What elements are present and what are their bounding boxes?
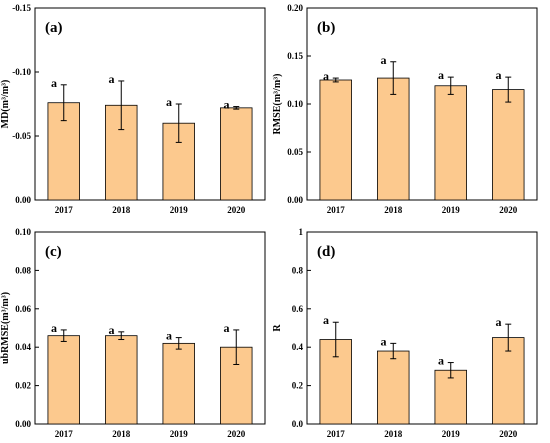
y-tick-label-d: 0.8	[292, 265, 304, 275]
y-axis-label-d: R	[272, 324, 283, 332]
bar-b-2019	[434, 85, 467, 201]
x-tick-label-b: 2017	[327, 205, 346, 215]
significance-label-b-2020: a	[495, 68, 501, 82]
y-axis-label-c: ubRMSE(m³/m³)	[0, 292, 11, 364]
x-tick-label-c: 2019	[170, 429, 189, 439]
significance-label-d-2017: a	[323, 313, 329, 327]
x-tick-label-b: 2019	[442, 205, 461, 215]
y-tick-label-c: 0.10	[15, 227, 31, 237]
panel-label-c: (c)	[45, 244, 62, 260]
x-tick-label-d: 2018	[384, 429, 403, 439]
significance-label-d-2018: a	[380, 334, 386, 348]
x-tick-label-c: 2018	[112, 429, 131, 439]
plot-frame-a	[34, 7, 266, 201]
y-tick-label-a: -0.15	[12, 3, 31, 13]
y-tick-label-d: 1	[299, 227, 304, 237]
panel-c: 0.00 0.02 0.04 0.06 0.08 0.10 ubRMSE(m³/m³) (c)…	[0, 227, 266, 439]
significance-label-a-2017: a	[51, 76, 57, 90]
x-tick-label-a: 2017	[55, 205, 74, 215]
y-tick-label-b: 0.10	[287, 99, 303, 109]
panel-label-a: (a)	[45, 20, 63, 36]
y-tick-label-c: 0.02	[15, 381, 31, 391]
significance-label-a-2019: a	[166, 95, 172, 109]
significance-label-b-2018: a	[380, 53, 386, 67]
y-tick-label-d: 0.6	[292, 304, 304, 314]
bar-c-2018	[105, 335, 138, 425]
significance-label-d-2020: a	[495, 315, 501, 329]
y-tick-label-d: 0.4	[292, 342, 304, 352]
x-tick-label-d: 2020	[499, 429, 518, 439]
panel-label-d: (d)	[317, 244, 335, 260]
significance-label-a-2020: a	[223, 98, 229, 112]
significance-label-c-2018: a	[108, 323, 114, 337]
y-tick-label-b: 0.00	[287, 195, 303, 205]
y-tick-label-a: -0.05	[12, 131, 31, 141]
bar-c-2019	[162, 342, 195, 425]
panel-b: 0.00 0.05 0.10 0.15 0.20 RMSE(m³/m³) (b) a 2017 a…	[272, 3, 538, 215]
bar-b-2018	[377, 77, 410, 201]
significance-label-c-2019: a	[166, 329, 172, 343]
significance-label-c-2017: a	[51, 321, 57, 335]
plot-frame-d	[306, 231, 538, 425]
x-tick-label-d: 2017	[327, 429, 346, 439]
y-tick-label-c: 0.06	[15, 304, 31, 314]
y-tick-label-b: 0.15	[287, 51, 303, 61]
y-axis-label-a: MD(m³/m³)	[0, 80, 11, 129]
x-tick-label-b: 2018	[384, 205, 403, 215]
significance-label-c-2020: a	[223, 321, 229, 335]
x-tick-label-d: 2019	[442, 429, 461, 439]
x-tick-label-b: 2020	[499, 205, 518, 215]
bar-a-2020	[220, 107, 253, 201]
x-tick-label-c: 2017	[55, 429, 74, 439]
bar-b-2020	[492, 89, 525, 201]
bar-c-2017	[47, 335, 80, 425]
bar-d-2020	[492, 337, 525, 425]
significance-label-b-2017: a	[323, 69, 329, 83]
y-tick-label-c: 0.00	[15, 419, 31, 429]
y-tick-label-a: 0.00	[15, 195, 31, 205]
panel-label-b: (b)	[317, 20, 335, 36]
significance-label-b-2019: a	[438, 68, 444, 82]
y-axis-label-b: RMSE(m³/m³)	[272, 74, 283, 135]
x-tick-label-a: 2018	[112, 205, 131, 215]
y-tick-label-d: 0.2	[292, 381, 304, 391]
x-tick-label-a: 2019	[170, 205, 189, 215]
bar-b-2017	[319, 79, 352, 201]
plot-frame-c	[34, 231, 266, 425]
y-tick-label-b: 0.05	[287, 147, 303, 157]
y-tick-label-c: 0.04	[15, 342, 31, 352]
panel-d: 0.0 0.2 0.4 0.6 0.8 1 R (d) a 2017 a 2018 a 2019 a 2020	[272, 227, 538, 439]
bar-d-2019	[434, 369, 467, 425]
significance-label-d-2019: a	[438, 354, 444, 368]
significance-label-a-2018: a	[108, 72, 114, 86]
y-tick-label-b: 0.20	[287, 3, 303, 13]
panel-a: 0.00 -0.05 -0.10 -0.15 MD(m³/m³) (a) a 2017 a 201…	[0, 3, 266, 215]
x-tick-label-a: 2020	[227, 205, 246, 215]
y-tick-label-c: 0.08	[15, 265, 31, 275]
bar-d-2018	[377, 350, 410, 425]
y-tick-label-d: 0.0	[292, 419, 304, 429]
x-tick-label-c: 2020	[227, 429, 246, 439]
y-tick-label-a: -0.10	[12, 67, 31, 77]
